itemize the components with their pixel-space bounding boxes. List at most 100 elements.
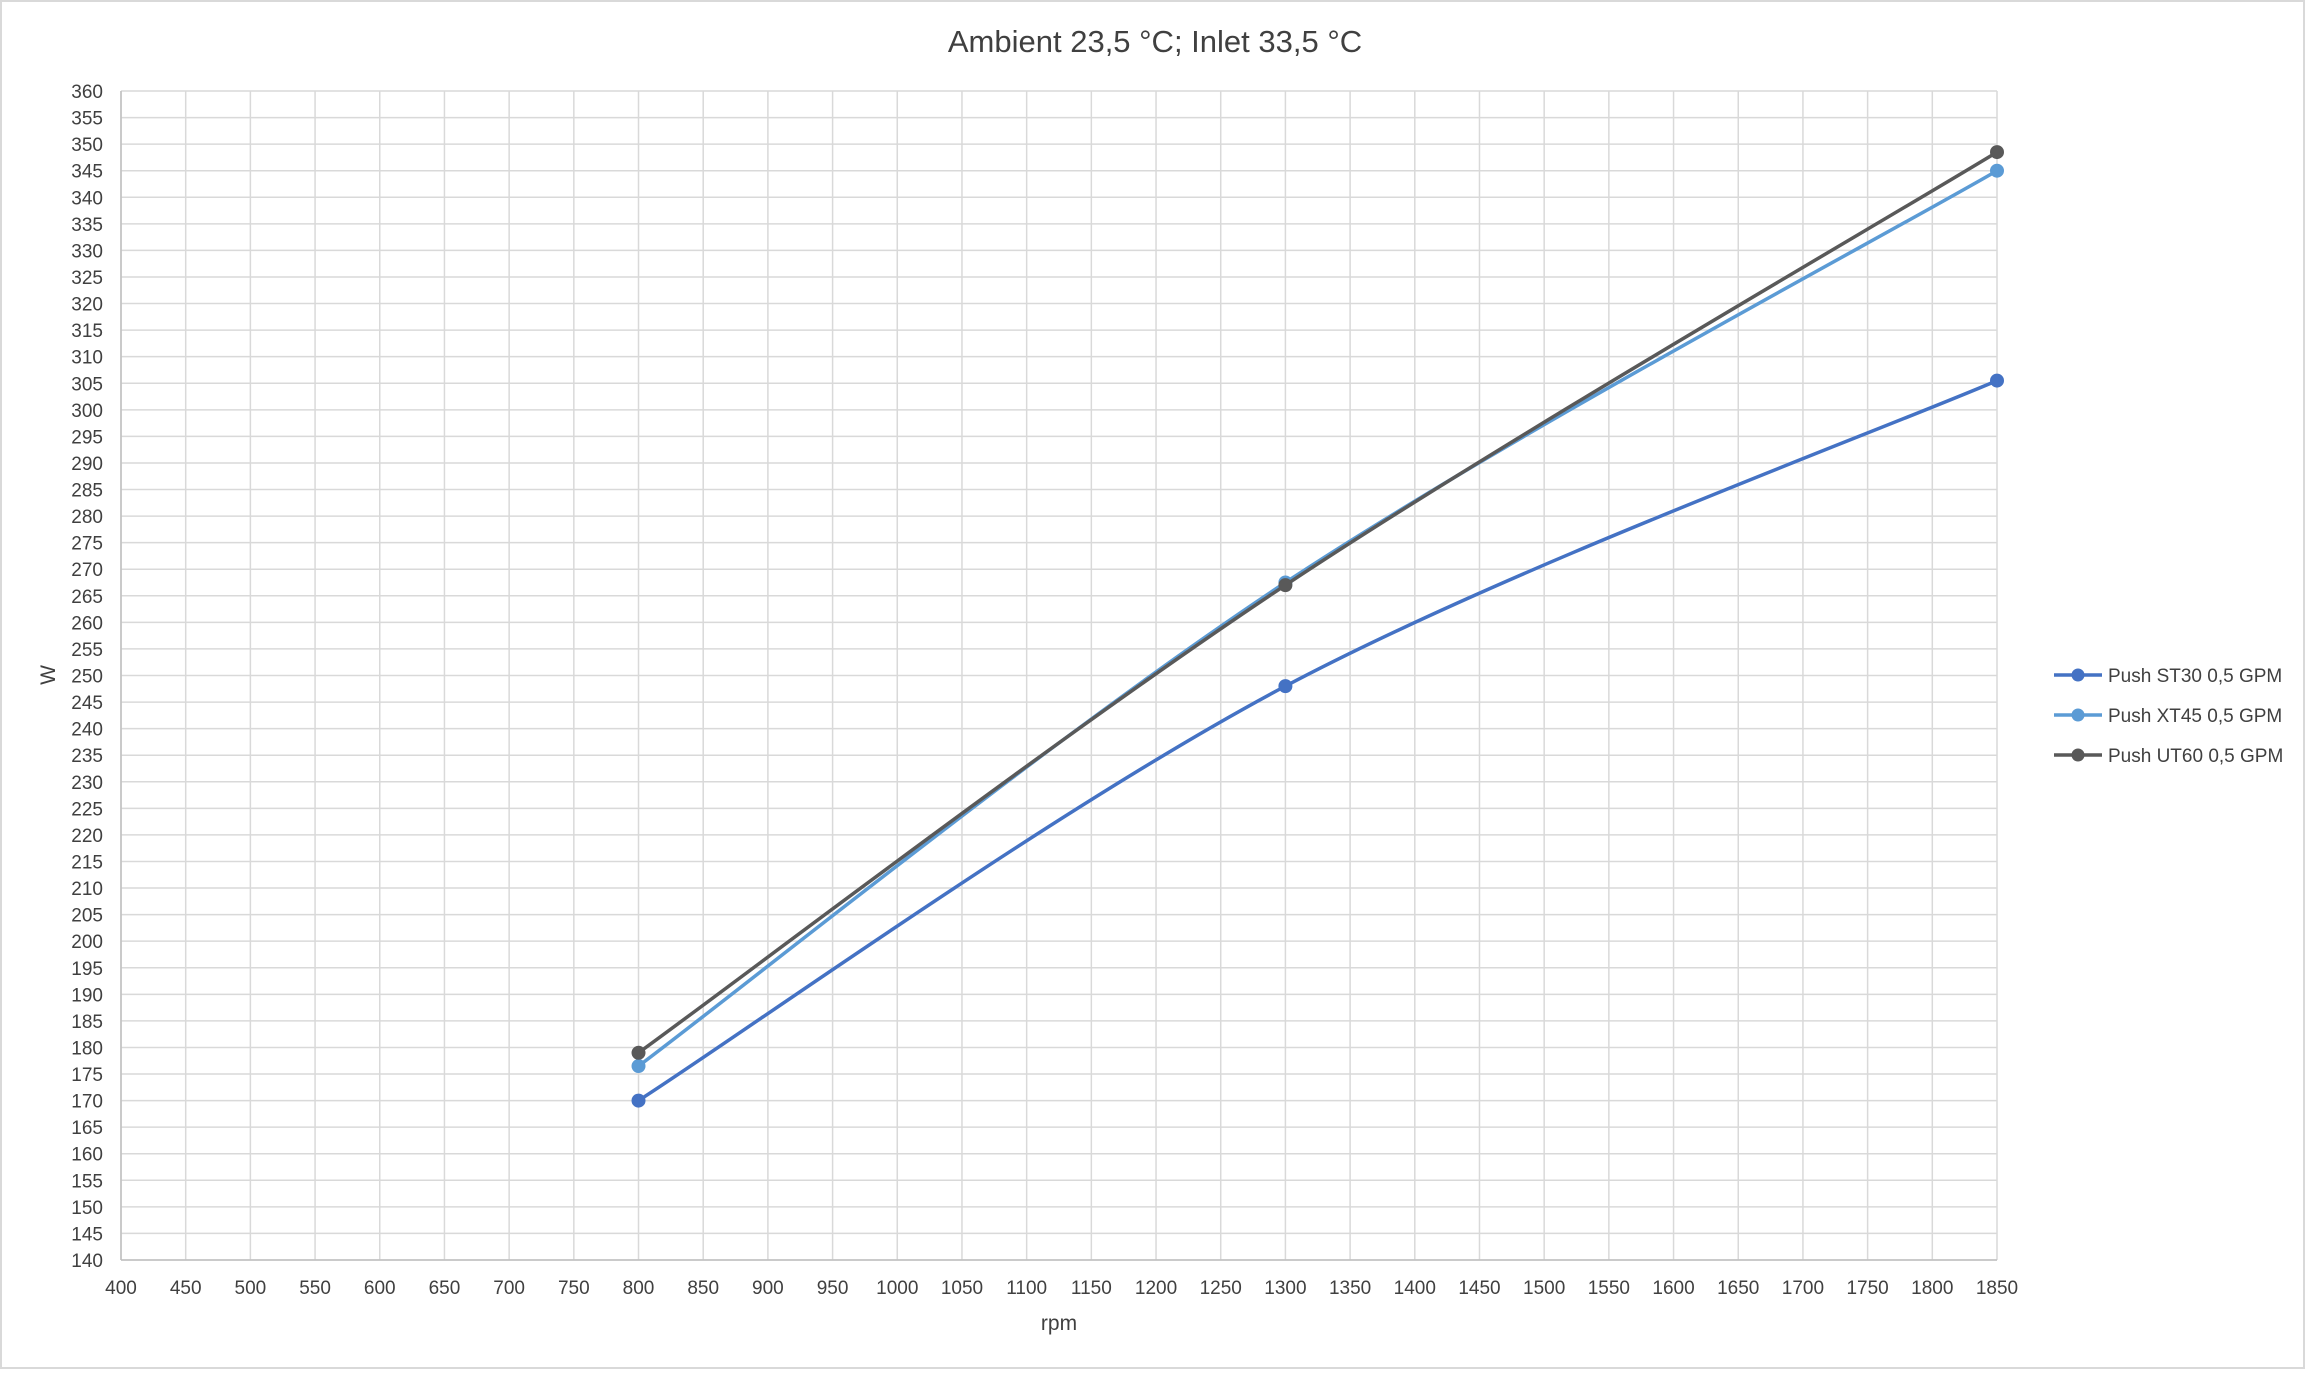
data-point [1990, 373, 2004, 388]
data-point [631, 1045, 646, 1060]
y-tick-label: 335 [71, 215, 103, 236]
axes: 400 450 500 550 600 650 700 750 800 850 900 950 1000… [71, 82, 2018, 1299]
legend-label: Push UT60 0,5 GPM [2108, 746, 2283, 767]
y-tick-label: 340 [71, 188, 103, 209]
y-axis-title: W [37, 665, 60, 685]
y-tick-label: 155 [71, 1171, 103, 1192]
legend-item: Push UT60 0,5 GPM [2054, 746, 2283, 767]
y-tick-label: 360 [71, 82, 103, 103]
y-tick-label: 240 [71, 720, 103, 741]
y-tick-label: 305 [71, 374, 103, 395]
x-tick-label: 550 [299, 1278, 331, 1299]
x-tick-label: 950 [817, 1278, 849, 1299]
y-tick-label: 355 [71, 109, 103, 130]
series-1 [631, 373, 2004, 1108]
x-tick-label: 1350 [1329, 1278, 1371, 1299]
y-tick-label: 205 [71, 906, 103, 927]
y-tick-label: 325 [71, 268, 103, 289]
x-tick-label: 600 [364, 1278, 396, 1299]
x-tick-label: 450 [170, 1278, 202, 1299]
x-tick-label: 1650 [1717, 1278, 1759, 1299]
x-tick-label: 1200 [1135, 1278, 1177, 1299]
y-tick-label: 275 [71, 534, 103, 555]
x-tick-label: 900 [752, 1278, 784, 1299]
x-tick-label: 650 [429, 1278, 461, 1299]
x-tick-label: 500 [235, 1278, 267, 1299]
x-tick-label: 1300 [1264, 1278, 1306, 1299]
y-tick-label: 180 [71, 1038, 103, 1059]
y-tick-label: 200 [71, 932, 103, 953]
series-3 [631, 145, 2004, 1060]
y-tick-label: 295 [71, 427, 103, 448]
x-tick-label: 1100 [1006, 1278, 1047, 1299]
y-tick-label: 255 [71, 640, 103, 661]
legend-label: Push ST30 0,5 GPM [2108, 666, 2282, 687]
y-tick-label: 175 [71, 1065, 103, 1086]
y-tick-label: 145 [71, 1224, 103, 1245]
y-tick-label: 265 [71, 587, 103, 608]
x-tick-label: 750 [558, 1278, 590, 1299]
x-tick-label: 1800 [1911, 1278, 1953, 1299]
legend: Push ST30 0,5 GPM Push XT45 0,5 GPM Push U… [2054, 666, 2283, 767]
x-tick-label: 850 [687, 1278, 719, 1299]
x-tick-label: 1250 [1200, 1278, 1242, 1299]
y-tick-label: 290 [71, 454, 103, 475]
x-tick-label: 1750 [1846, 1278, 1888, 1299]
y-tick-label: 150 [71, 1198, 103, 1219]
y-tick-label: 195 [71, 959, 103, 980]
y-tick-label: 260 [71, 613, 103, 634]
y-tick-label: 220 [71, 826, 103, 847]
gridlines [120, 90, 1998, 1261]
y-tick-label: 210 [71, 879, 103, 900]
y-tick-label: 170 [71, 1092, 103, 1113]
y-tick-label: 285 [71, 481, 103, 502]
series-group [631, 145, 2004, 1108]
x-tick-label: 1000 [876, 1278, 918, 1299]
data-point [631, 1093, 646, 1108]
y-tick-label: 250 [71, 667, 103, 688]
x-tick-label: 1450 [1458, 1278, 1500, 1299]
chart-title: Ambient 23,5 °C; Inlet 33,5 °C [948, 24, 1362, 59]
y-tick-label: 190 [71, 985, 103, 1006]
y-tick-label: 300 [71, 401, 103, 422]
data-point [1990, 145, 2004, 160]
x-tick-label: 1550 [1588, 1278, 1630, 1299]
y-tick-label: 230 [71, 773, 103, 794]
x-tick-label: 1150 [1071, 1278, 1112, 1299]
x-axis-title: rpm [1041, 1312, 1077, 1335]
y-tick-label: 345 [71, 162, 103, 183]
x-tick-label: 800 [623, 1278, 655, 1299]
x-tick-label: 700 [493, 1278, 525, 1299]
legend-marker [2071, 748, 2085, 762]
legend-label: Push XT45 0,5 GPM [2108, 706, 2282, 727]
y-tick-label: 280 [71, 507, 103, 528]
y-tick-label: 315 [71, 321, 103, 342]
legend-item: Push ST30 0,5 GPM [2054, 666, 2282, 687]
legend-marker [2071, 708, 2085, 722]
x-tick-label: 1600 [1652, 1278, 1694, 1299]
y-tick-label: 165 [71, 1118, 103, 1139]
x-tick-label: 1400 [1394, 1278, 1436, 1299]
data-point [1278, 679, 1293, 694]
data-point [1278, 578, 1293, 593]
y-tick-label: 225 [71, 799, 103, 820]
x-tick-label: 1700 [1782, 1278, 1824, 1299]
y-tick-label: 350 [71, 135, 103, 156]
y-tick-label: 310 [71, 348, 103, 369]
x-tick-label: 1850 [1976, 1278, 2018, 1299]
data-point [1990, 163, 2004, 178]
y-tick-label: 140 [71, 1251, 103, 1272]
y-tick-label: 235 [71, 746, 103, 767]
x-tick-label: 1050 [941, 1278, 983, 1299]
legend-marker [2071, 668, 2085, 682]
y-tick-label: 330 [71, 241, 103, 262]
data-point [631, 1059, 646, 1074]
y-tick-label: 160 [71, 1145, 103, 1166]
y-tick-label: 185 [71, 1012, 103, 1033]
y-tick-label: 270 [71, 560, 103, 581]
y-tick-label: 245 [71, 693, 103, 714]
x-tick-label: 1500 [1523, 1278, 1565, 1299]
